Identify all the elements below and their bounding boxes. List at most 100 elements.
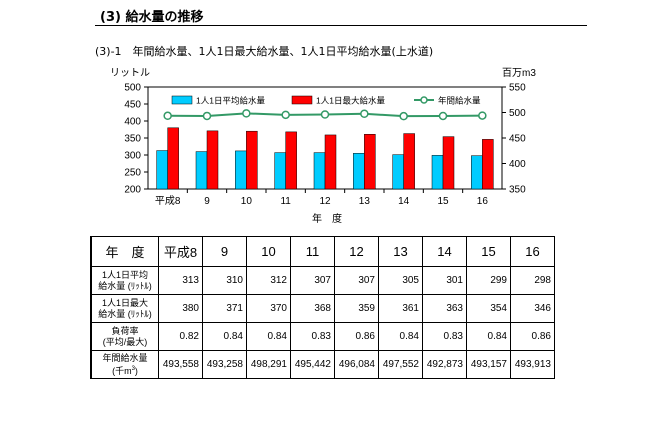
max-supply-bar <box>167 127 179 190</box>
table-cell: 354 <box>466 294 511 323</box>
annual-supply-point <box>360 109 369 118</box>
x-tick-label: 10 <box>241 196 253 207</box>
avg-supply-bar <box>471 155 483 190</box>
max-supply-bar <box>482 139 494 190</box>
y-left-tick-label: 400 <box>124 117 141 128</box>
row-label-line: (千m <box>112 365 132 376</box>
table-cell: 299 <box>466 266 511 295</box>
avg-supply-bar <box>235 150 247 190</box>
legend-label: 1人1日平均給水量 <box>196 96 265 106</box>
table-header-year: 平成8 <box>158 236 203 267</box>
chart-subheading: (3)-1 年間給水量、1人1日最大給水量、1人1日平均給水量(上水道) <box>95 45 434 58</box>
y-right-tick-label: 550 <box>509 83 526 94</box>
table-cell: 312 <box>246 266 291 295</box>
x-tick-label: 15 <box>437 196 449 207</box>
annual-supply-point <box>320 110 330 119</box>
annual-supply-point <box>281 110 290 120</box>
annual-supply-point <box>202 111 212 121</box>
y-right-tick-label: 450 <box>509 134 526 145</box>
max-supply-bar <box>403 133 415 190</box>
table-header-year: 16 <box>510 236 555 267</box>
x-axis-title: 年 度 <box>312 212 342 225</box>
avg-supply-bar <box>274 152 286 190</box>
x-tick-label: 13 <box>359 196 371 207</box>
table-cell: 493,157 <box>466 350 511 379</box>
y-left-tick-label: 200 <box>124 185 141 196</box>
legend-marker <box>420 96 428 104</box>
table-header-year: 10 <box>246 236 291 267</box>
table-cell: 346 <box>510 294 555 323</box>
avg-supply-bar <box>353 153 365 190</box>
x-tick-label: 9 <box>204 196 210 207</box>
table-cell: 363 <box>422 294 467 323</box>
table-cell: 493,558 <box>158 350 203 379</box>
legend-swatch <box>171 95 193 105</box>
annual-supply-point <box>478 111 487 120</box>
max-supply-bar <box>246 130 258 190</box>
table-cell: 371 <box>202 294 247 323</box>
table-header-year: 14 <box>422 236 467 267</box>
table-row: 1人1日最大 給水量 (ﾘｯﾄﾙ) 380 371 370 368 359 361 363 354… <box>90 294 555 323</box>
x-tick-label: 14 <box>398 196 410 207</box>
avg-supply-bar <box>313 152 326 190</box>
row-label-line: 負荷率 <box>111 325 139 336</box>
legend-swatch <box>291 95 313 105</box>
table-cell: 310 <box>202 266 247 295</box>
max-supply-bar <box>442 136 455 190</box>
table-cell: 359 <box>334 294 379 323</box>
table-cell: 361 <box>378 294 423 323</box>
table-cell: 0.82 <box>158 322 203 351</box>
table-cell: 0.83 <box>422 322 467 351</box>
table-cell: 0.86 <box>510 322 555 351</box>
legend-label: 1人1日最大給水量 <box>316 96 385 106</box>
max-supply-bar <box>285 131 297 190</box>
table-row: 1人1日平均 給水量 (ﾘｯﾄﾙ) 313 310 312 307 307 305 301 299… <box>90 266 555 295</box>
table-header-year: 9 <box>202 236 247 267</box>
x-tick-label: 11 <box>280 196 291 207</box>
table-cell: 496,084 <box>334 350 379 379</box>
table-row-label: 年間給水量 (千m3) <box>90 350 159 379</box>
y-right-tick-label: 400 <box>509 159 526 170</box>
water-supply-chart: リットル 百万m3 200 250 300 350 400 450 500 350 400 450… <box>110 67 536 225</box>
table-header-row: 年 度 平成8 9 10 11 12 13 14 15 16 <box>90 236 555 267</box>
avg-supply-bar <box>195 151 208 190</box>
table-cell: 495,442 <box>290 350 335 379</box>
annual-supply-point <box>399 111 408 121</box>
table-cell: 0.83 <box>290 322 335 351</box>
row-label-line: 給水量 (ﾘｯﾄﾙ) <box>98 280 152 291</box>
table-cell: 298 <box>510 266 555 295</box>
table-cell: 492,873 <box>422 350 467 379</box>
chart-legend: 1人1日平均給水量 1人1日最大給水量 年間給水量 <box>171 95 481 106</box>
table-cell: 301 <box>422 266 467 295</box>
y-right-tick-label: 350 <box>509 185 526 196</box>
y-left-tick-label: 350 <box>124 134 141 145</box>
legend-label: 年間給水量 <box>438 96 481 106</box>
avg-supply-bar <box>156 150 168 190</box>
heading-underline <box>95 25 587 26</box>
y-axis-left-title: リットル <box>110 68 150 79</box>
row-label-line: (平均/最大) <box>102 336 148 347</box>
y-left-tick-label: 250 <box>124 168 141 179</box>
water-supply-table: 年 度 平成8 9 10 11 12 13 14 15 16 1人1日平均 給水量 (ﾘｯﾄﾙ) 3… <box>90 236 555 379</box>
table-header-year: 15 <box>466 236 511 267</box>
y-left-tick-label: 500 <box>124 83 141 94</box>
x-tick-label: 16 <box>477 196 489 207</box>
row-label-superscript: 3 <box>131 365 135 372</box>
row-label-line: 1人1日最大 <box>101 297 148 308</box>
x-tick-label: 平成8 <box>155 195 181 207</box>
table-cell: 493,913 <box>510 350 555 379</box>
table-cell: 380 <box>158 294 203 323</box>
row-label-tail: ) <box>134 365 138 376</box>
table-header-year-label: 年 度 <box>90 236 159 267</box>
annual-supply-point <box>163 111 172 121</box>
table-cell: 368 <box>290 294 335 323</box>
plot-area: 200 250 300 350 400 450 500 350 400 450 500 550 平成8 9… <box>124 83 526 208</box>
row-label-line: 給水量 (ﾘｯﾄﾙ) <box>98 308 152 319</box>
max-supply-bar <box>206 130 219 190</box>
avg-supply-bar <box>431 155 444 190</box>
max-supply-bar <box>364 134 376 190</box>
table-cell: 498,291 <box>246 350 291 379</box>
table-cell: 307 <box>334 266 379 295</box>
annual-supply-point <box>438 111 448 121</box>
table-cell: 370 <box>246 294 291 323</box>
